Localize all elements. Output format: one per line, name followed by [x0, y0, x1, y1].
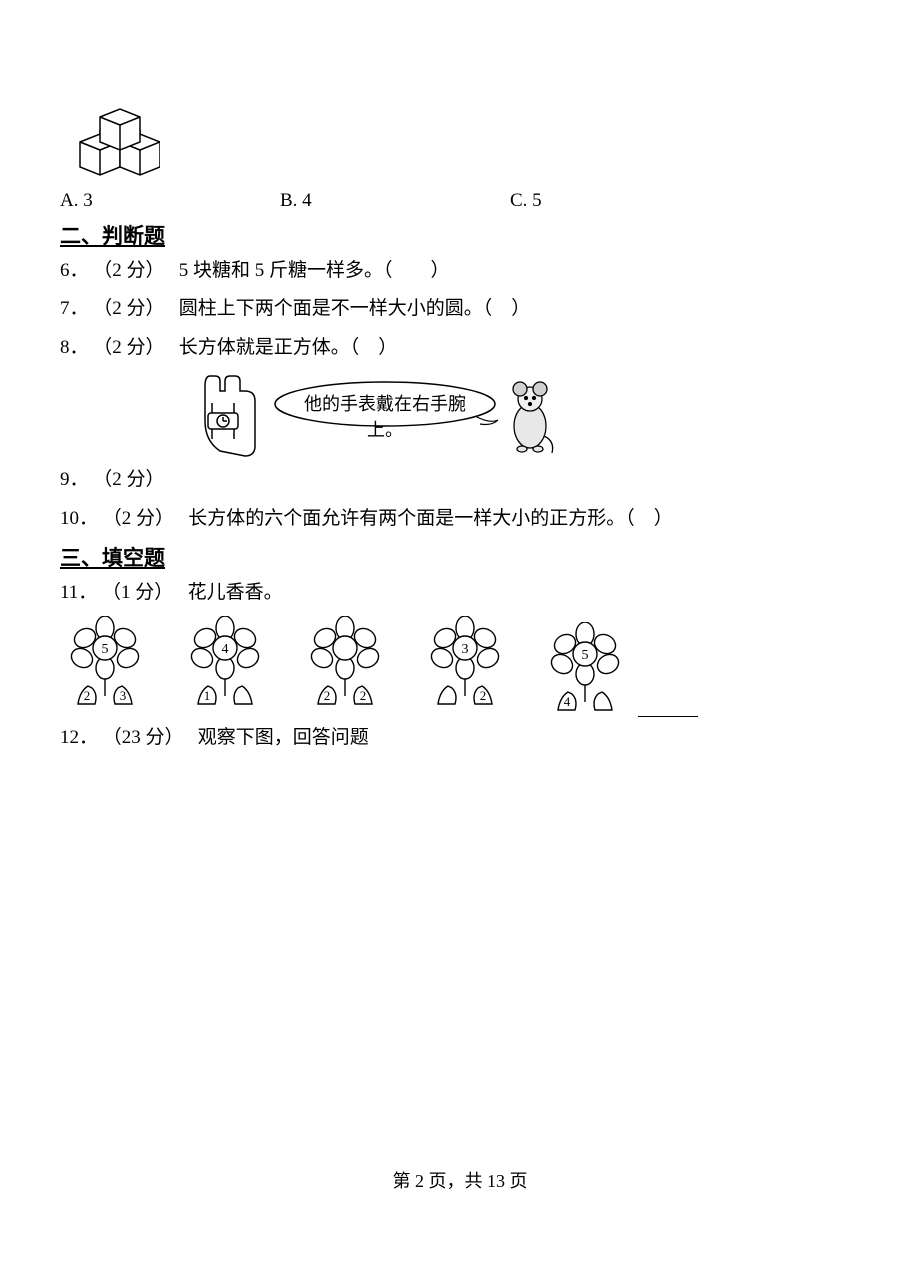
flower2-top: 4: [222, 642, 229, 657]
flower4-top: 3: [462, 642, 469, 657]
answer-blank: [638, 716, 698, 717]
flower5-left: 4: [564, 694, 571, 709]
section2-title: 二、判断题: [60, 220, 860, 250]
q10-num: 10．: [60, 504, 98, 534]
q12-num: 12．: [60, 723, 98, 753]
flower1-left: 2: [84, 688, 91, 703]
q6-text: 5 块糖和 5 斤糖一样多。（ ）: [179, 260, 450, 281]
q10-text: 长方体的六个面允许有两个面是一样大小的正方形。（ ）: [188, 508, 673, 529]
speech-bubble-text: 他的手表戴在右手腕上。: [270, 376, 500, 456]
flower-4: 3 2: [420, 616, 510, 717]
question-9: 9． （2 分）: [60, 465, 860, 495]
flower3-right: 2: [360, 688, 367, 703]
question-6: 6． （2 分） 5 块糖和 5 斤糖一样多。（ ）: [60, 256, 860, 286]
footer-current: 2: [415, 1171, 424, 1191]
q7-points: （2 分）: [93, 294, 164, 324]
footer-prefix: 第: [393, 1171, 416, 1191]
flower-1: 5 2 3: [60, 616, 150, 717]
flower3-left: 2: [324, 688, 331, 703]
footer-total: 13: [487, 1171, 505, 1191]
q7-text: 圆柱上下两个面是不一样大小的圆。（ ）: [179, 298, 531, 319]
page-footer: 第 2 页，共 13 页: [0, 1167, 920, 1193]
question-12: 12． （23 分） 观察下图，回答问题: [60, 723, 860, 753]
q12-text: 观察下图，回答问题: [198, 727, 369, 748]
q9-points: （2 分）: [93, 465, 164, 495]
flower1-top: 5: [102, 642, 109, 657]
q8-num: 8．: [60, 333, 89, 363]
q11-num: 11．: [60, 578, 97, 608]
flower-2: 4 1: [180, 616, 270, 717]
footer-middle: 页，共: [424, 1171, 487, 1191]
q8-points: （2 分）: [93, 333, 164, 363]
option-a: A. 3: [60, 190, 280, 212]
cube-options: A. 3 B. 4 C. 5: [60, 190, 860, 212]
q12-points: （23 分）: [103, 723, 184, 753]
q11-points: （1 分）: [102, 578, 173, 608]
q8-text: 长方体就是正方体。（ ）: [179, 337, 398, 358]
q10-points: （2 分）: [103, 504, 174, 534]
q7-num: 7．: [60, 294, 89, 324]
q9-num: 9．: [60, 465, 89, 495]
watch-hand-icon: [190, 371, 270, 461]
option-b: B. 4: [280, 190, 510, 212]
cube-stack-image: [70, 100, 860, 186]
flower1-right: 3: [120, 688, 127, 703]
flower-5: 5 4: [540, 622, 698, 717]
q6-points: （2 分）: [93, 256, 164, 286]
flower4-right: 2: [480, 688, 487, 703]
option-c: C. 5: [510, 190, 542, 212]
q6-num: 6．: [60, 256, 89, 286]
footer-suffix: 页: [505, 1171, 528, 1191]
question-11: 11． （1 分） 花儿香香。: [60, 578, 860, 608]
flower5-top: 5: [582, 648, 589, 663]
mouse-icon: [500, 371, 560, 461]
section3-title: 三、填空题: [60, 542, 860, 572]
flowers-row: 5 2 3 4 1: [60, 616, 860, 717]
flower-3: 2 2: [300, 616, 390, 717]
flower2-left: 1: [204, 688, 211, 703]
q11-text: 花儿香香。: [188, 582, 283, 603]
watch-mouse-illustration: 他的手表戴在右手腕上。: [190, 371, 860, 461]
question-7: 7． （2 分） 圆柱上下两个面是不一样大小的圆。（ ）: [60, 294, 860, 324]
question-10: 10． （2 分） 长方体的六个面允许有两个面是一样大小的正方形。（ ）: [60, 504, 860, 534]
question-8: 8． （2 分） 长方体就是正方体。（ ）: [60, 333, 860, 363]
